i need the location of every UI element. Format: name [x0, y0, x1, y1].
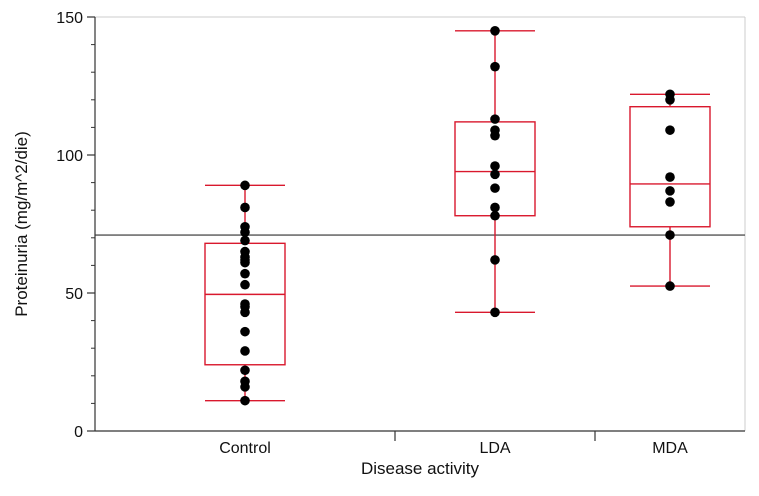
data-point	[240, 180, 250, 191]
data-point	[240, 279, 250, 290]
data-point	[665, 95, 675, 105]
data-point	[240, 395, 250, 406]
y-tick-label: 0	[74, 424, 83, 441]
data-point	[490, 169, 500, 180]
data-point	[490, 255, 500, 265]
data-point	[240, 268, 250, 279]
data-point	[490, 202, 500, 213]
x-tick-label: Control	[219, 440, 271, 457]
data-point	[665, 230, 675, 240]
data-point	[240, 307, 250, 318]
y-axis-title: Proteinuria (mg/m^2/die)	[12, 131, 31, 317]
data-point	[240, 202, 250, 213]
data-point	[240, 257, 250, 268]
data-point	[665, 197, 675, 207]
x-tick-label: LDA	[479, 440, 510, 457]
data-point	[665, 172, 675, 182]
data-point	[490, 307, 500, 318]
data-point	[490, 183, 500, 193]
data-point	[240, 235, 250, 246]
data-point	[240, 365, 250, 376]
data-point	[240, 346, 250, 356]
data-point	[240, 326, 250, 337]
data-point	[490, 61, 500, 72]
y-tick-label: 100	[56, 148, 83, 165]
data-point	[240, 382, 250, 392]
y-tick-label: 150	[56, 10, 83, 27]
data-point	[490, 26, 500, 36]
data-point	[490, 114, 500, 124]
data-point	[665, 186, 675, 196]
data-point	[490, 210, 500, 221]
data-point	[490, 130, 500, 141]
data-point	[665, 125, 675, 135]
x-tick-label: MDA	[652, 440, 688, 457]
data-point	[490, 161, 500, 171]
x-axis-title: Disease activity	[361, 459, 480, 478]
data-point	[240, 227, 250, 238]
data-point	[665, 281, 675, 291]
iqr-box	[629, 105, 711, 228]
y-tick-label: 50	[65, 286, 83, 303]
